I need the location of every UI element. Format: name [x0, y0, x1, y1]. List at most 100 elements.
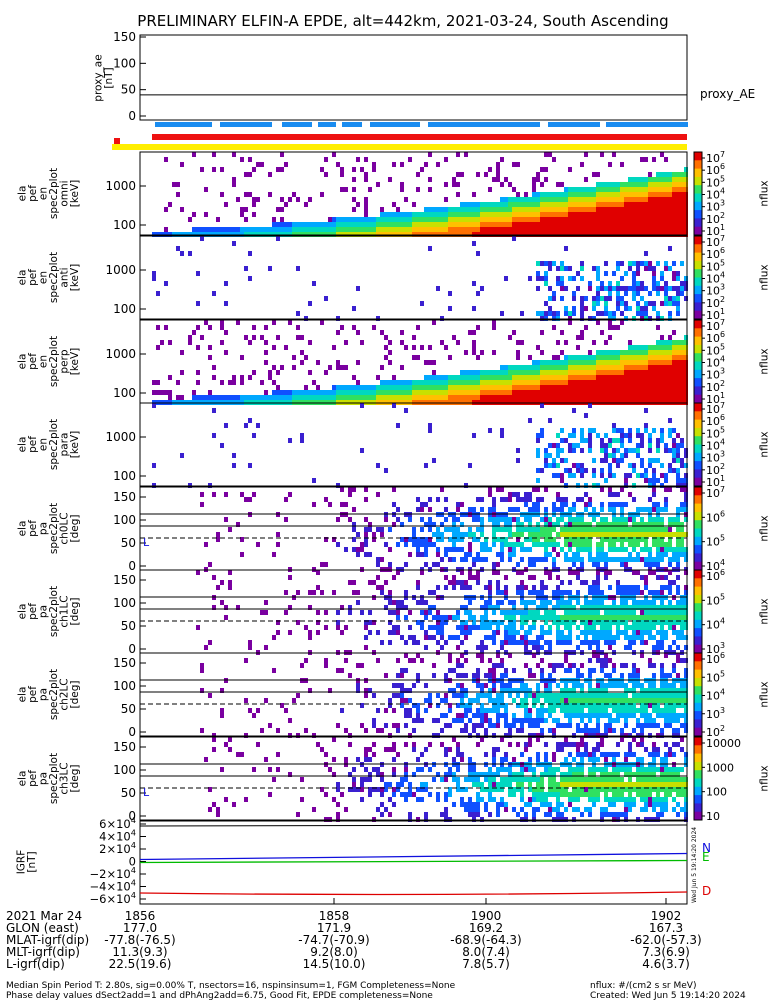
spectrogram-cell — [600, 557, 604, 562]
spectrogram-cell — [544, 167, 548, 172]
spectrogram-cell — [652, 212, 656, 217]
spectrogram-cell — [656, 177, 660, 182]
spectrogram-cell — [636, 370, 640, 375]
spectrogram-cell — [248, 463, 252, 468]
spectrogram-cell — [272, 395, 276, 400]
spectrogram-cell — [480, 683, 484, 688]
spectrogram-cell — [600, 370, 604, 375]
spectrogram-cell — [372, 620, 376, 625]
plot-title: PRELIMINARY ELFIN-A EPDE, alt=442km, 202… — [137, 12, 668, 30]
spectrogram-cell — [436, 703, 440, 708]
spectrogram-cell — [636, 443, 640, 448]
spectrogram-cell — [604, 562, 608, 567]
spectrogram-cell — [420, 395, 424, 400]
spectrogram-cell — [620, 708, 624, 713]
spectrogram-cell — [532, 575, 536, 580]
spectrogram-cell — [440, 728, 444, 733]
spectrogram-cell — [488, 625, 492, 630]
spectrogram-cell — [368, 620, 372, 625]
spectrogram-cell — [244, 395, 248, 400]
spectrogram-cell — [568, 276, 572, 281]
spectrogram-cell — [660, 547, 664, 552]
spectrogram-cell — [528, 222, 532, 227]
spectrogram-cell — [484, 172, 488, 177]
spectrogram-cell — [548, 390, 552, 395]
spectrogram-cell — [600, 222, 604, 227]
spectrogram-cell — [412, 390, 416, 395]
spectrogram-cell — [528, 547, 532, 552]
spectrogram-cell — [448, 703, 452, 708]
spectrogram-cell — [504, 668, 508, 673]
spectrogram-cell — [548, 522, 552, 527]
spectrogram-cell — [580, 688, 584, 693]
spectrogram-cell — [684, 197, 688, 202]
spectrogram-cell — [620, 590, 624, 595]
spectrogram-cell — [532, 723, 536, 728]
spectrogram-cell — [532, 222, 536, 227]
spectrogram-cell — [480, 385, 484, 390]
spectrogram-cell — [288, 575, 292, 580]
spectrogram-cell — [600, 600, 604, 605]
spectrogram-cell — [660, 390, 664, 395]
spectrogram-cell — [516, 537, 520, 542]
spectrogram-cell — [500, 517, 504, 522]
spectrogram-cell — [660, 335, 664, 340]
spectrogram-cell — [468, 370, 472, 375]
spectrogram-cell — [488, 673, 492, 678]
spectrogram-cell — [604, 708, 608, 713]
spectrogram-cell — [416, 395, 420, 400]
spectrogram-cell — [392, 380, 396, 385]
spectrogram-cell — [592, 693, 596, 698]
colorbar-band — [694, 466, 702, 470]
spectrogram-cell — [656, 212, 660, 217]
spectrogram-cell — [660, 542, 664, 547]
spectrogram-cell — [612, 532, 616, 537]
spectrogram-cell — [596, 645, 600, 650]
spectrogram-cell — [684, 552, 688, 557]
spectrogram-cell — [448, 708, 452, 713]
spectrogram-cell — [280, 217, 284, 222]
spectrogram-cell — [608, 443, 612, 448]
spectrogram-cell — [584, 296, 588, 301]
spectrogram-cell — [648, 187, 652, 192]
spectrogram-cell — [568, 365, 572, 370]
spectrogram-cell — [612, 527, 616, 532]
spectrogram-cell — [556, 630, 560, 635]
spectrogram-cell — [652, 385, 656, 390]
spectrogram-cell — [520, 698, 524, 703]
spectrogram-cell — [652, 182, 656, 187]
spectrogram-cell — [452, 217, 456, 222]
spectrogram-cell — [240, 552, 244, 557]
spectrogram-cell — [620, 532, 624, 537]
spectrogram-cell — [164, 281, 168, 286]
spectrogram-cell — [448, 217, 452, 222]
spectrogram-cell — [264, 350, 268, 355]
spectrogram-cell — [660, 172, 664, 177]
spectrogram-cell — [600, 443, 604, 448]
spectrogram-cell — [596, 615, 600, 620]
spectrogram-cell — [644, 468, 648, 473]
spectrogram-cell — [644, 385, 648, 390]
spectrogram-cell — [568, 360, 572, 365]
spectrogram-cell — [216, 585, 220, 590]
spectrogram-cell — [528, 590, 532, 595]
spectrogram-cell — [640, 192, 644, 197]
spectrogram-cell — [644, 202, 648, 207]
spectrogram-cell — [560, 590, 564, 595]
spectrogram-cell — [496, 600, 500, 605]
spectrogram-cell — [232, 375, 236, 380]
spectrogram-cell — [376, 585, 380, 590]
spectrogram-cell — [560, 448, 564, 453]
spectrogram-cell — [612, 458, 616, 463]
spectrogram-cell — [464, 222, 468, 227]
spectrogram-cell — [396, 570, 400, 575]
spectrogram-cell — [668, 172, 672, 177]
spectrogram-cell — [648, 291, 652, 296]
spectrogram-cell — [616, 380, 620, 385]
spectrogram-cell — [440, 340, 444, 345]
spectrogram-cell — [640, 385, 644, 390]
spectrogram-cell — [544, 390, 548, 395]
spectrogram-cell — [484, 620, 488, 625]
spectrogram-cell — [616, 585, 620, 590]
spectrogram-cell — [500, 197, 504, 202]
